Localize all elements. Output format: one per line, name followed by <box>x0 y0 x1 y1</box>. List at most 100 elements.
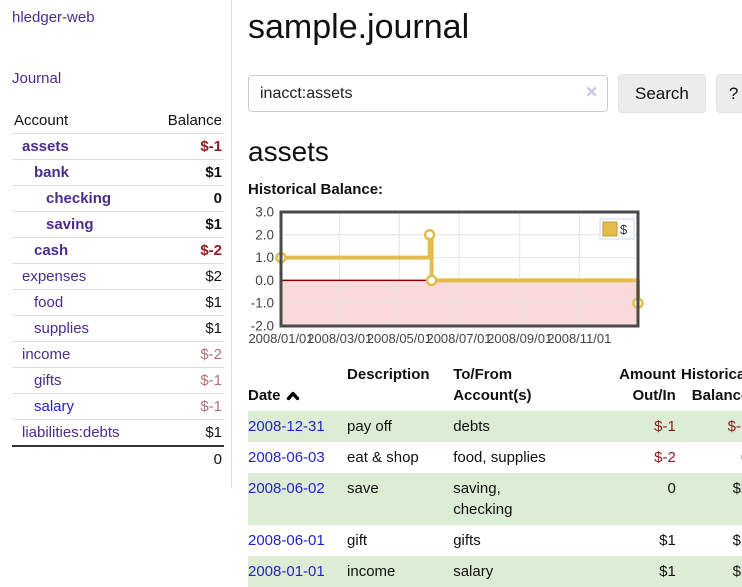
search-input-wrap: ✕ <box>248 75 608 112</box>
account-row: saving $1 <box>12 211 224 238</box>
account-balance: $2 <box>154 263 224 290</box>
sidebar-nav: Journal <box>12 70 231 87</box>
transaction-date-link[interactable]: 2008-06-03 <box>248 449 325 466</box>
transaction-row: 2008-06-01 gift gifts $1 $2 <box>248 525 742 556</box>
transaction-row: 2008-12-31 pay off debts $-1 $-1 <box>248 411 742 442</box>
svg-text:2008/11/01: 2008/11/01 <box>547 331 611 346</box>
transaction-amount: $1 <box>659 563 676 580</box>
register-header-balance: Historical Balance <box>680 366 742 404</box>
transaction-balance: $2 <box>732 480 742 497</box>
register-header-description: Description <box>347 366 430 383</box>
transaction-description: pay off <box>347 418 392 435</box>
accounts-header-row: Account Balance <box>12 108 224 134</box>
transaction-date-link[interactable]: 2008-01-01 <box>248 563 325 580</box>
svg-text:2008/05/01: 2008/05/01 <box>367 331 432 346</box>
register-header-accounts: To/From Account(s) <box>453 366 532 404</box>
accounts-total-row: 0 <box>12 445 224 472</box>
search-form: ✕ Search ? <box>248 74 742 113</box>
account-link-checking[interactable]: checking <box>46 190 112 207</box>
transaction-description: save <box>347 480 379 497</box>
register-header-row: Date Description To/From Account(s) Amou… <box>248 359 742 411</box>
search-input[interactable] <box>248 75 608 112</box>
account-link-gifts[interactable]: gifts <box>34 372 62 389</box>
account-balance: $-1 <box>154 393 224 420</box>
transaction-accounts: gifts <box>453 532 481 549</box>
transaction-accounts: salary <box>453 563 494 580</box>
help-button[interactable]: ? <box>715 74 742 113</box>
account-balance: $-1 <box>154 133 224 160</box>
transaction-balance: 0 <box>678 442 742 473</box>
sort-ascending-icon <box>286 391 299 401</box>
transaction-balance: $-1 <box>727 418 742 435</box>
transaction-balance: $1 <box>732 563 742 580</box>
accounts-total-value: 0 <box>154 445 224 472</box>
transaction-amount: $-1 <box>654 418 676 435</box>
transaction-amount: $1 <box>659 532 676 549</box>
account-link-assets[interactable]: assets <box>22 138 69 155</box>
sidebar: hledger-web Journal Account Balance asse… <box>0 0 232 488</box>
main-content: sample.journal ✕ Search ? assets Histori… <box>232 0 742 587</box>
account-link-salary[interactable]: salary <box>34 398 75 415</box>
account-row: assets $-1 <box>12 133 224 160</box>
app-title: hledger-web <box>12 9 231 26</box>
register-table: Date Description To/From Account(s) Amou… <box>248 359 742 587</box>
account-row: supplies $1 <box>12 315 224 342</box>
svg-text:2008/01/01: 2008/01/01 <box>248 331 313 346</box>
account-balance: $1 <box>154 159 224 186</box>
svg-text:$: $ <box>620 222 628 237</box>
account-balance: $1 <box>154 289 224 316</box>
account-row: cash $-2 <box>12 237 224 264</box>
sidebar-item-journal[interactable]: Journal <box>12 70 62 87</box>
transaction-date-link[interactable]: 2008-06-02 <box>248 480 325 497</box>
transaction-balance: $2 <box>732 532 742 549</box>
account-row: liabilities:debts $1 <box>12 419 224 446</box>
transaction-accounts: food, supplies <box>453 449 546 466</box>
account-balance: $1 <box>154 211 224 238</box>
svg-text:-1.0: -1.0 <box>251 296 274 311</box>
account-balance: $-1 <box>154 367 224 394</box>
svg-text:2008/07/01: 2008/07/01 <box>426 331 491 346</box>
accounts-table: Account Balance assets $-1 bank $1 check… <box>12 108 224 472</box>
transaction-description: gift <box>347 532 368 549</box>
account-link-saving[interactable]: saving <box>46 216 94 233</box>
account-link-income[interactable]: income <box>22 346 71 363</box>
account-balance: $-2 <box>154 237 224 264</box>
accounts-header-account: Account <box>14 112 69 129</box>
transaction-description: eat & shop <box>347 449 419 466</box>
svg-text:-2.0: -2.0 <box>251 319 274 334</box>
clear-search-icon[interactable]: ✕ <box>585 84 598 101</box>
register-header-date[interactable]: Date <box>248 359 347 411</box>
historical-balance-chart: $3.0 2.0 1.0 0.0 -1.0 -2.02008/01/012008/03/0… <box>248 205 644 346</box>
account-balance: $1 <box>154 419 224 446</box>
transaction-description: income <box>347 563 396 580</box>
account-link-expenses[interactable]: expenses <box>22 268 87 285</box>
transaction-date-link[interactable]: 2008-06-01 <box>248 532 325 549</box>
svg-text:2008/03/01: 2008/03/01 <box>307 331 372 346</box>
page-title: sample.journal <box>248 8 470 46</box>
register-header-amount: Amount Out/In <box>619 366 676 404</box>
transaction-amount: 0 <box>667 480 676 497</box>
account-row: checking 0 <box>12 185 224 212</box>
svg-text:3.0: 3.0 <box>255 205 274 220</box>
chart-title: Historical Balance: <box>248 181 384 198</box>
search-button[interactable]: Search <box>618 74 706 113</box>
account-link-liabilities-debts[interactable]: liabilities:debts <box>22 424 120 441</box>
account-balance: 0 <box>154 185 224 212</box>
transaction-row: 2008-01-01 income salary $1 $1 <box>248 556 742 587</box>
account-balance: $1 <box>154 315 224 342</box>
transaction-row: 2008-06-02 save saving, checking 0 $2 <box>248 473 742 525</box>
transaction-amount: $-2 <box>654 449 676 466</box>
app-title-link[interactable]: hledger-web <box>12 9 95 26</box>
account-row: food $1 <box>12 289 224 316</box>
account-link-bank[interactable]: bank <box>34 164 70 181</box>
account-link-supplies[interactable]: supplies <box>34 320 90 337</box>
transaction-date-link[interactable]: 2008-12-31 <box>248 418 325 435</box>
transaction-row: 2008-06-03 eat & shop food, supplies $-2… <box>248 442 742 473</box>
account-link-food[interactable]: food <box>34 294 64 311</box>
account-link-cash[interactable]: cash <box>34 242 69 259</box>
svg-text:1.0: 1.0 <box>255 250 274 265</box>
account-balance: $-2 <box>154 341 224 368</box>
svg-text:0.0: 0.0 <box>255 273 274 288</box>
register-account-heading: assets <box>248 136 329 167</box>
